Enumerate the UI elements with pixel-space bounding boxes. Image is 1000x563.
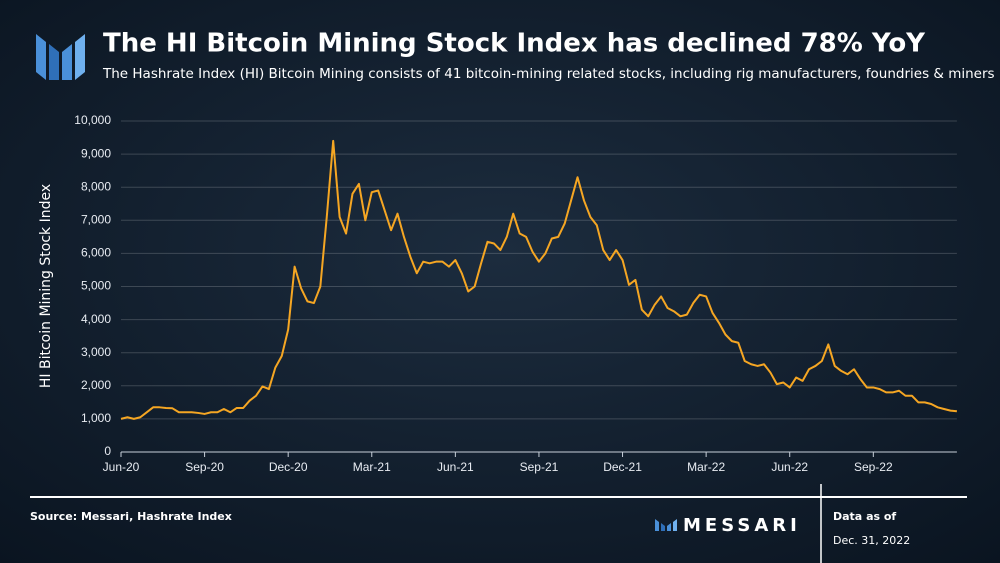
y-tick-label: 5,000: [81, 279, 111, 293]
chart-subtitle: The Hashrate Index (HI) Bitcoin Mining c…: [102, 66, 995, 82]
x-tick-label: Sep-22: [854, 460, 893, 474]
brand: MESSARI: [683, 515, 801, 536]
date-caption: Data as of: [833, 510, 896, 523]
y-tick-label: 3,000: [81, 345, 111, 359]
y-tick-label: 10,000: [74, 113, 111, 127]
x-tick-label: Jun-21: [437, 460, 474, 474]
date: Dec. 31, 2022: [833, 534, 910, 547]
x-tick-label: Jun-20: [103, 460, 140, 474]
y-tick-label: 8,000: [81, 179, 111, 193]
x-tick-label: Dec-20: [269, 460, 308, 474]
x-tick-label: Sep-20: [185, 460, 224, 474]
data-line: [120, 139, 958, 420]
y-tick-label: 4,000: [81, 312, 111, 326]
y-tick-label: 0: [104, 444, 111, 458]
source: Source: Messari, Hashrate Index: [30, 510, 232, 523]
x-tick-label: Dec-21: [603, 460, 642, 474]
y-tick-label: 7,000: [81, 212, 111, 226]
x-tick-label: Sep-21: [520, 460, 559, 474]
y-axis-label: HI Bitcoin Mining Stock Index: [38, 184, 54, 388]
y-tick-label: 9,000: [81, 146, 111, 160]
y-tick-label: 2,000: [81, 378, 111, 392]
logo: [36, 34, 85, 80]
x-tick-label: Mar-22: [687, 460, 725, 474]
x-tick-label: Mar-21: [353, 460, 391, 474]
chart-title: The HI Bitcoin Mining Stock Index has de…: [103, 29, 926, 59]
y-tick-label: 1,000: [81, 411, 111, 425]
brand-mark: [655, 519, 677, 531]
y-tick-label: 6,000: [81, 246, 111, 260]
x-tick-label: Jun-22: [771, 460, 808, 474]
